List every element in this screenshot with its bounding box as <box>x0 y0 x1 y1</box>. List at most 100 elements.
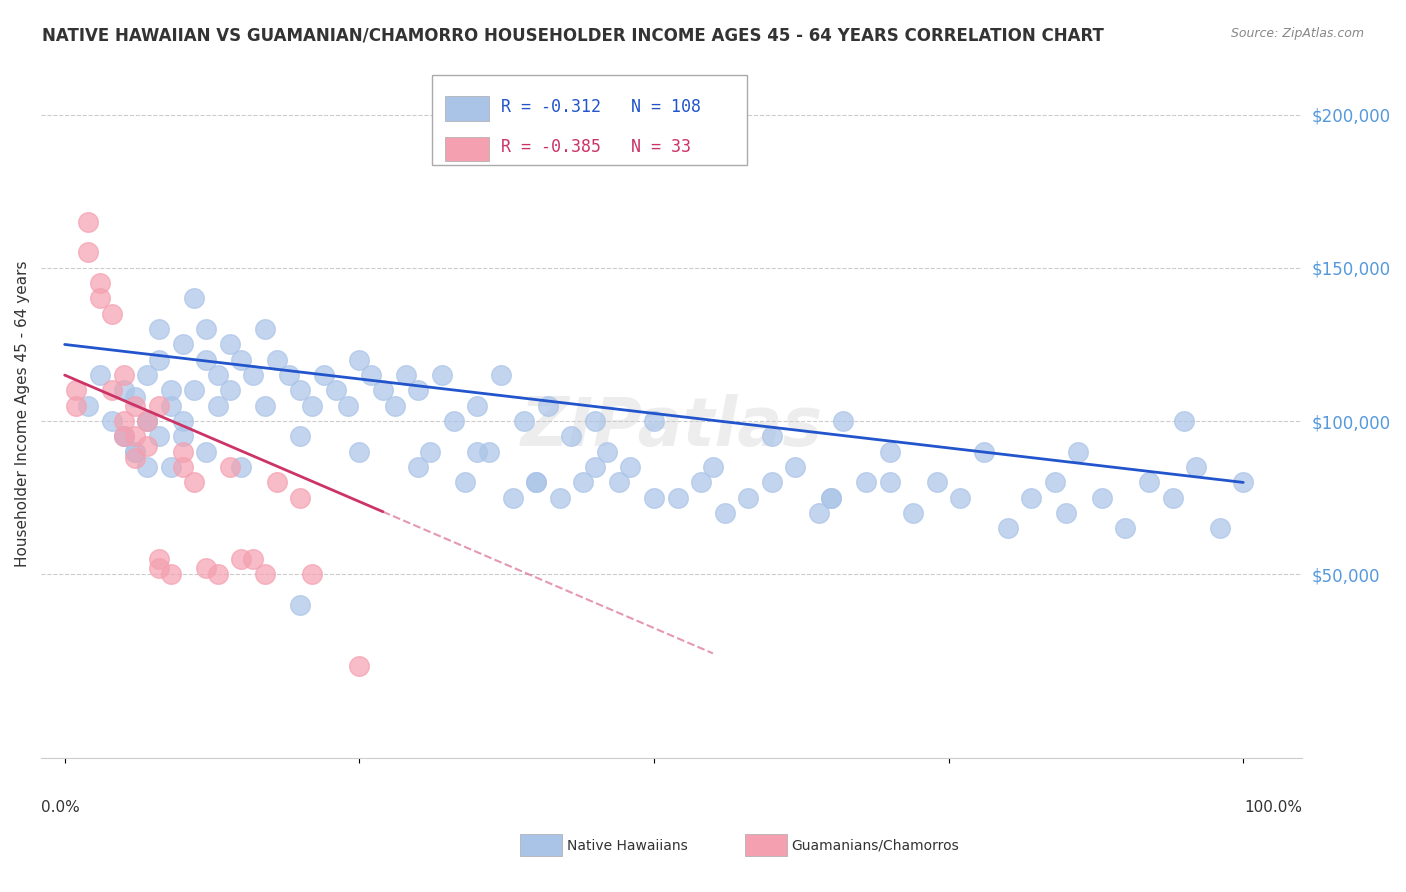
Point <box>643 491 665 505</box>
Point <box>195 352 218 367</box>
Point <box>172 337 194 351</box>
Point <box>997 521 1019 535</box>
Point <box>172 460 194 475</box>
Point <box>761 429 783 443</box>
Point <box>301 399 323 413</box>
Point <box>443 414 465 428</box>
Point <box>124 429 146 443</box>
Point <box>949 491 972 505</box>
Point <box>254 567 277 582</box>
Point <box>207 567 229 582</box>
Point <box>231 352 253 367</box>
Text: Source: ZipAtlas.com: Source: ZipAtlas.com <box>1230 27 1364 40</box>
Point <box>101 414 124 428</box>
Point <box>290 429 312 443</box>
Point <box>831 414 853 428</box>
Point <box>502 491 524 505</box>
Point <box>820 491 842 505</box>
Text: R = -0.385   N = 33: R = -0.385 N = 33 <box>502 138 692 156</box>
Point <box>277 368 299 383</box>
Point <box>1091 491 1114 505</box>
Point <box>218 337 240 351</box>
Point <box>785 460 807 475</box>
Point <box>820 491 842 505</box>
Point <box>65 384 87 398</box>
Point <box>195 561 218 575</box>
Bar <box>444 136 489 161</box>
Point <box>112 384 135 398</box>
Point <box>1067 444 1090 458</box>
Point <box>879 444 901 458</box>
Point <box>325 384 347 398</box>
Text: Guamanians/Chamorros: Guamanians/Chamorros <box>792 838 959 853</box>
Text: R = -0.312   N = 108: R = -0.312 N = 108 <box>502 98 702 116</box>
Point <box>242 552 264 566</box>
Point <box>159 460 181 475</box>
Point <box>77 399 100 413</box>
Point <box>548 491 571 505</box>
Point <box>419 444 441 458</box>
Point <box>112 429 135 443</box>
Point <box>596 444 619 458</box>
Point <box>489 368 512 383</box>
Point <box>148 352 170 367</box>
Point <box>65 399 87 413</box>
Point <box>148 552 170 566</box>
Point <box>1208 521 1230 535</box>
Point <box>1173 414 1195 428</box>
Point <box>112 429 135 443</box>
Point <box>1232 475 1254 490</box>
Point <box>266 475 288 490</box>
Point <box>513 414 536 428</box>
Point <box>925 475 948 490</box>
Bar <box>444 96 489 120</box>
Y-axis label: Householder Income Ages 45 - 64 years: Householder Income Ages 45 - 64 years <box>15 260 30 566</box>
Point <box>89 292 111 306</box>
Point <box>524 475 547 490</box>
Point <box>290 491 312 505</box>
Point <box>406 384 429 398</box>
Point <box>89 276 111 290</box>
Point <box>807 506 830 520</box>
Point <box>583 460 606 475</box>
Point <box>159 399 181 413</box>
Point <box>172 429 194 443</box>
Point <box>218 460 240 475</box>
Point <box>195 444 218 458</box>
Point <box>761 475 783 490</box>
Point <box>903 506 925 520</box>
Point <box>207 399 229 413</box>
Point <box>290 598 312 612</box>
Point <box>136 414 159 428</box>
Point <box>560 429 582 443</box>
Point <box>301 567 323 582</box>
Text: ZIPatlas: ZIPatlas <box>520 394 823 460</box>
Point <box>183 292 205 306</box>
Point <box>266 352 288 367</box>
Point <box>136 414 159 428</box>
Point <box>124 444 146 458</box>
Point <box>172 414 194 428</box>
Point <box>231 552 253 566</box>
Point <box>148 429 170 443</box>
Point <box>136 439 159 453</box>
Point <box>290 384 312 398</box>
Point <box>254 399 277 413</box>
Point <box>537 399 560 413</box>
Point <box>101 384 124 398</box>
Point <box>349 352 371 367</box>
Point <box>384 399 406 413</box>
Bar <box>432 76 748 165</box>
Point <box>101 307 124 321</box>
Point <box>218 384 240 398</box>
Point <box>1161 491 1184 505</box>
Point <box>195 322 218 336</box>
Point <box>148 561 170 575</box>
Point <box>254 322 277 336</box>
Point <box>124 444 146 458</box>
Point <box>702 460 724 475</box>
Point <box>172 444 194 458</box>
Point <box>737 491 759 505</box>
Point <box>583 414 606 428</box>
Text: 0.0%: 0.0% <box>41 800 80 814</box>
